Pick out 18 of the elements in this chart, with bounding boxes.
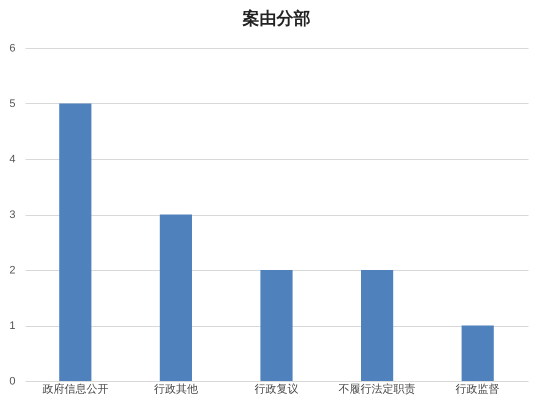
- y-tick-label: 4: [9, 154, 16, 166]
- y-tick-label: 6: [9, 42, 16, 54]
- x-tick-label: 不履行法定职责: [338, 382, 416, 396]
- y-tick-label: 1: [9, 320, 16, 332]
- bar: [361, 270, 394, 381]
- bar: [59, 104, 92, 381]
- y-tick-label: 2: [9, 264, 16, 276]
- y-tick-label: 3: [9, 209, 16, 221]
- x-tick-label: 政府信息公开: [42, 382, 108, 396]
- y-tick-label: 5: [9, 98, 16, 110]
- bar: [260, 270, 293, 381]
- x-tick-label: 行政监督: [456, 382, 500, 396]
- chart-title: 案由分部: [242, 8, 310, 28]
- x-tick-label: 行政复议: [254, 382, 298, 396]
- bar: [462, 326, 494, 381]
- bar: [160, 214, 192, 381]
- x-tick-label: 行政其他: [154, 382, 198, 396]
- y-tick-label: 0: [9, 376, 16, 388]
